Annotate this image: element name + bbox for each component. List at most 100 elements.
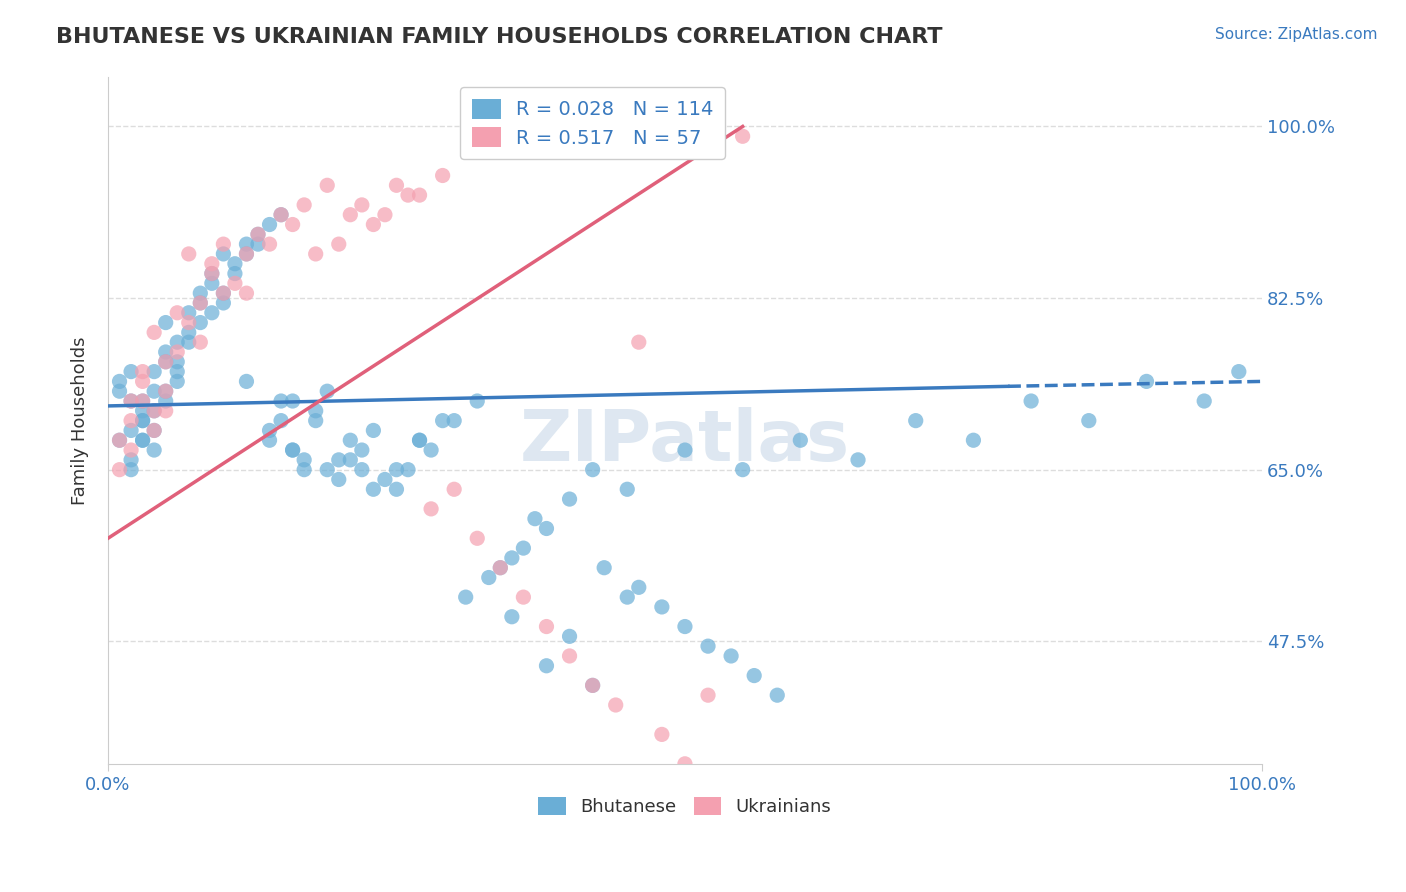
Ukrainians — [374, 208, 396, 222]
Ukrainians — [697, 688, 720, 702]
Bhutanese — [120, 453, 142, 467]
Ukrainians — [155, 384, 177, 399]
Bhutanese — [846, 453, 869, 467]
Bhutanese — [259, 424, 281, 438]
Ukrainians — [363, 218, 385, 232]
Ukrainians — [224, 277, 246, 291]
Legend: Bhutanese, Ukrainians: Bhutanese, Ukrainians — [531, 789, 838, 823]
Bhutanese — [582, 463, 605, 477]
Bhutanese — [131, 434, 153, 448]
Bhutanese — [305, 414, 328, 428]
Ukrainians — [177, 247, 200, 261]
Ukrainians — [489, 560, 512, 574]
Bhutanese — [478, 570, 501, 584]
Bhutanese — [143, 365, 166, 379]
Bhutanese — [143, 384, 166, 399]
Bhutanese — [246, 237, 269, 252]
Ukrainians — [235, 247, 257, 261]
Bhutanese — [489, 560, 512, 574]
Bhutanese — [120, 365, 142, 379]
Ukrainians — [212, 237, 235, 252]
Bhutanese — [166, 365, 188, 379]
Bhutanese — [120, 424, 142, 438]
Bhutanese — [224, 267, 246, 281]
Y-axis label: Family Households: Family Households — [72, 336, 89, 505]
Ukrainians — [212, 286, 235, 301]
Ukrainians — [432, 169, 454, 183]
Bhutanese — [465, 394, 488, 409]
Bhutanese — [270, 414, 292, 428]
Bhutanese — [224, 257, 246, 271]
Bhutanese — [673, 443, 696, 458]
Ukrainians — [166, 306, 188, 320]
Bhutanese — [281, 443, 304, 458]
Bhutanese — [292, 463, 315, 477]
Ukrainians — [536, 619, 558, 633]
Bhutanese — [420, 443, 443, 458]
Ukrainians — [339, 208, 361, 222]
Bhutanese — [177, 326, 200, 340]
Bhutanese — [385, 463, 408, 477]
Bhutanese — [789, 434, 811, 448]
Text: BHUTANESE VS UKRAINIAN FAMILY HOUSEHOLDS CORRELATION CHART: BHUTANESE VS UKRAINIAN FAMILY HOUSEHOLDS… — [56, 27, 943, 46]
Bhutanese — [720, 648, 742, 663]
Bhutanese — [292, 453, 315, 467]
Bhutanese — [443, 414, 465, 428]
Bhutanese — [212, 296, 235, 310]
Ukrainians — [155, 355, 177, 369]
Bhutanese — [536, 658, 558, 673]
Ukrainians — [120, 414, 142, 428]
Bhutanese — [281, 443, 304, 458]
Bhutanese — [766, 688, 789, 702]
Bhutanese — [155, 355, 177, 369]
Bhutanese — [1227, 365, 1250, 379]
Bhutanese — [582, 678, 605, 692]
Ukrainians — [673, 756, 696, 771]
Ukrainians — [166, 345, 188, 359]
Ukrainians — [235, 286, 257, 301]
Ukrainians — [385, 178, 408, 193]
Ukrainians — [259, 237, 281, 252]
Ukrainians — [120, 394, 142, 409]
Bhutanese — [108, 434, 131, 448]
Ukrainians — [201, 257, 224, 271]
Bhutanese — [166, 375, 188, 389]
Bhutanese — [962, 434, 984, 448]
Bhutanese — [742, 668, 765, 682]
Bhutanese — [651, 599, 673, 614]
Bhutanese — [558, 492, 581, 507]
Bhutanese — [350, 463, 373, 477]
Bhutanese — [281, 394, 304, 409]
Ukrainians — [108, 463, 131, 477]
Ukrainians — [155, 404, 177, 418]
Bhutanese — [143, 424, 166, 438]
Ukrainians — [120, 443, 142, 458]
Bhutanese — [523, 511, 546, 525]
Bhutanese — [616, 483, 638, 497]
Bhutanese — [188, 296, 211, 310]
Bhutanese — [454, 590, 477, 604]
Bhutanese — [259, 434, 281, 448]
Ukrainians — [316, 178, 339, 193]
Ukrainians — [143, 424, 166, 438]
Ukrainians — [188, 296, 211, 310]
Bhutanese — [328, 453, 350, 467]
Ukrainians — [420, 501, 443, 516]
Bhutanese — [536, 521, 558, 535]
Bhutanese — [188, 286, 211, 301]
Ukrainians — [627, 335, 650, 350]
Bhutanese — [558, 629, 581, 643]
Ukrainians — [305, 247, 328, 261]
Bhutanese — [305, 404, 328, 418]
Bhutanese — [385, 483, 408, 497]
Bhutanese — [501, 609, 523, 624]
Bhutanese — [316, 463, 339, 477]
Bhutanese — [143, 443, 166, 458]
Bhutanese — [166, 335, 188, 350]
Ukrainians — [270, 208, 292, 222]
Ukrainians — [131, 365, 153, 379]
Bhutanese — [131, 434, 153, 448]
Bhutanese — [328, 473, 350, 487]
Ukrainians — [350, 198, 373, 212]
Bhutanese — [155, 345, 177, 359]
